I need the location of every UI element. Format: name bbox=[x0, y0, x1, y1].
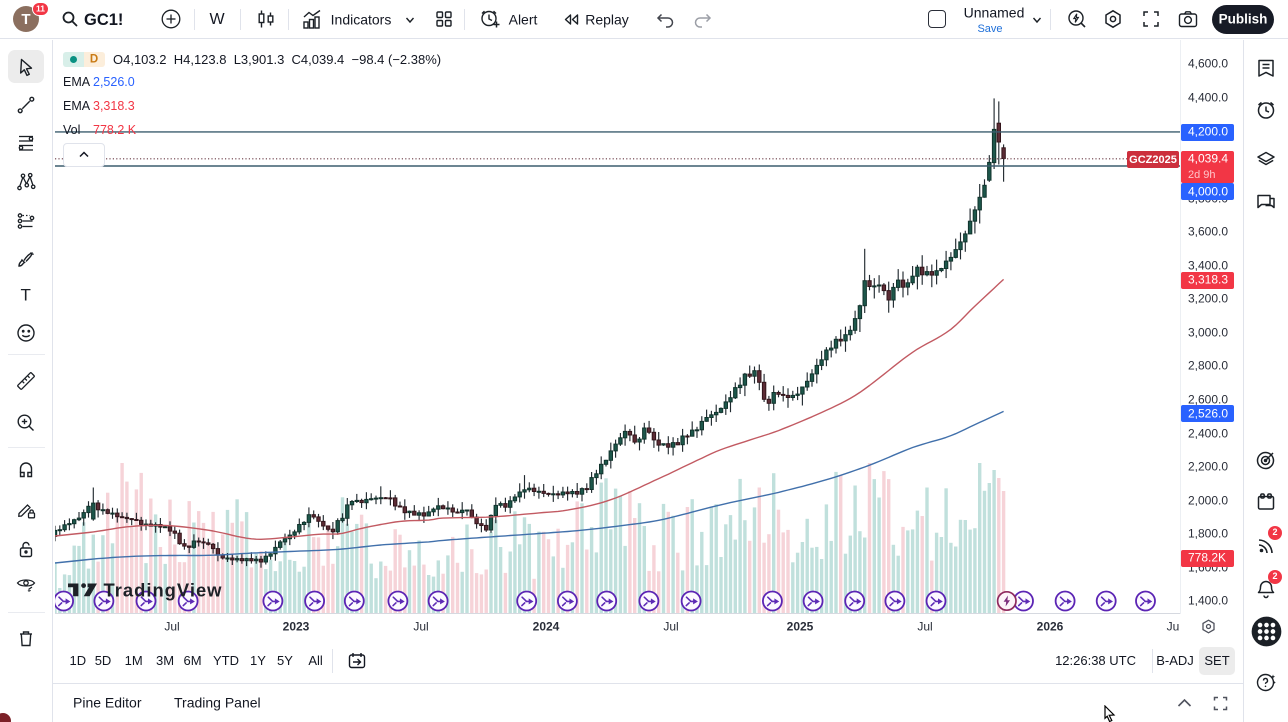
svg-text:TradingView: TradingView bbox=[104, 580, 223, 601]
